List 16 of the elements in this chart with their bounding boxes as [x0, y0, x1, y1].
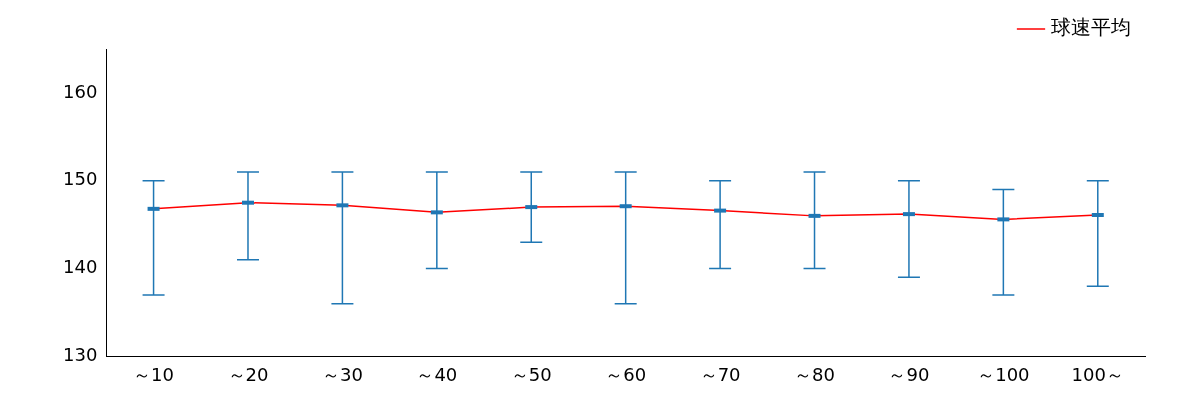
x-tick-label: ～50 [510, 363, 552, 385]
x-tick-label: ～20 [227, 363, 269, 385]
x-tick-label: ～40 [416, 363, 458, 385]
x-tick-label: ～80 [794, 363, 835, 385]
x-tick-label: ～100 [977, 363, 1030, 385]
y-tick-label: 130 [63, 344, 98, 366]
x-tick-label: 100～ [1071, 363, 1124, 385]
y-tick-label: 140 [63, 256, 98, 278]
x-tick-label: ～10 [133, 363, 175, 385]
y-tick-label: 160 [63, 80, 98, 102]
y-tick-label: 150 [63, 168, 98, 190]
x-tick-label: ～90 [888, 363, 930, 385]
x-tick-label: ～30 [321, 363, 363, 385]
x-tick-label: ～70 [699, 363, 741, 385]
x-tick-label: ～60 [605, 363, 647, 385]
legend-label: 球速平均 [1051, 15, 1131, 40]
